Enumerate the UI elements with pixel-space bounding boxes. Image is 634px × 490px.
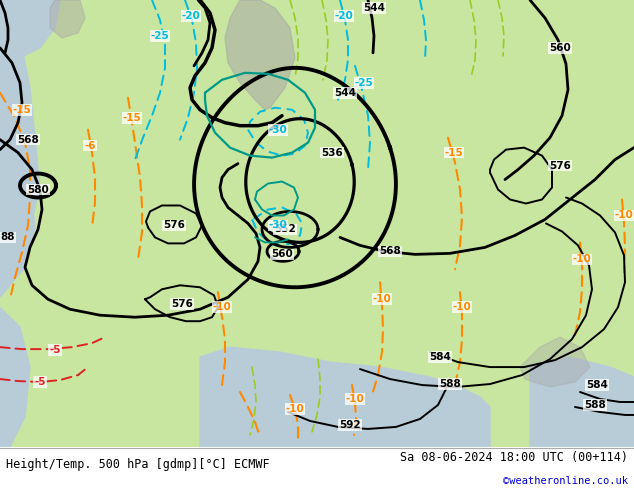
Text: 576: 576 [171,299,193,309]
Polygon shape [50,0,85,38]
Polygon shape [0,307,30,447]
Text: 552: 552 [274,224,296,234]
Text: 584: 584 [429,352,451,362]
Text: -10: -10 [453,302,471,312]
Text: -10: -10 [212,302,231,312]
Text: 544: 544 [363,3,385,13]
Text: ©weatheronline.co.uk: ©weatheronline.co.uk [503,475,628,486]
Text: 560: 560 [271,249,293,259]
Text: -10: -10 [573,254,592,264]
Polygon shape [200,347,490,447]
Polygon shape [0,0,35,297]
Text: 576: 576 [163,220,185,230]
Text: -15: -15 [13,105,31,115]
Text: 580: 580 [27,185,49,195]
Polygon shape [520,337,590,387]
Text: -10: -10 [614,211,633,220]
Text: -6: -6 [84,141,96,150]
Text: 588: 588 [584,400,606,410]
Polygon shape [0,0,60,78]
Text: 560: 560 [549,43,571,53]
Text: -10: -10 [346,394,365,404]
Polygon shape [225,0,295,110]
Text: Sa 08-06-2024 18:00 UTC (00+114): Sa 08-06-2024 18:00 UTC (00+114) [399,451,628,464]
Text: -10: -10 [286,404,304,414]
Text: -15: -15 [444,147,463,158]
Polygon shape [530,357,634,447]
Text: 576: 576 [549,161,571,171]
Polygon shape [0,0,40,247]
Text: -10: -10 [373,294,391,304]
Text: 588: 588 [439,379,461,389]
Text: -15: -15 [122,113,141,122]
Text: -25: -25 [151,31,169,41]
Text: -30: -30 [269,124,287,135]
Text: -5: -5 [49,345,61,355]
Polygon shape [0,0,15,68]
Text: -25: -25 [354,78,373,88]
Text: 584: 584 [586,380,608,390]
Text: 88: 88 [1,232,15,243]
Text: -20: -20 [181,11,200,21]
Text: Height/Temp. 500 hPa [gdmp][°C] ECMWF: Height/Temp. 500 hPa [gdmp][°C] ECMWF [6,458,270,470]
Text: 544: 544 [334,88,356,98]
Text: 592: 592 [339,420,361,430]
Text: 568: 568 [17,135,39,145]
Text: 536: 536 [321,147,343,158]
Text: -20: -20 [335,11,353,21]
Text: -5: -5 [34,377,46,387]
Text: -30: -30 [269,220,287,230]
Text: 568: 568 [379,246,401,256]
